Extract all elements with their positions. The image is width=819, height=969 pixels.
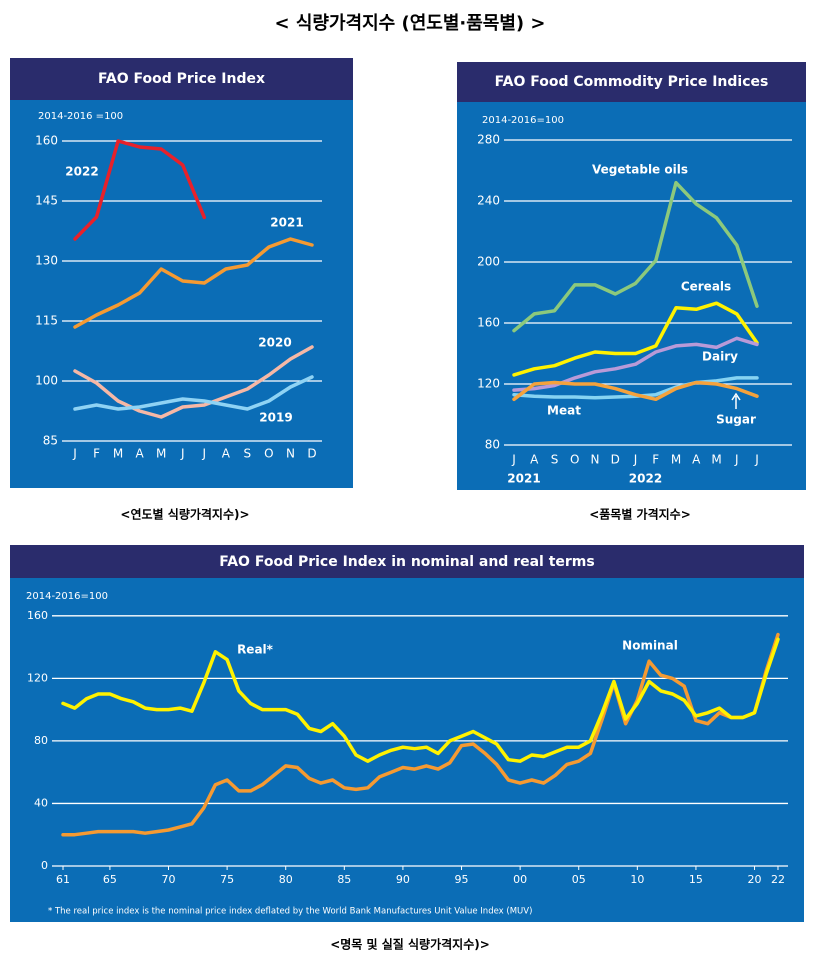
series-label: Meat (547, 404, 581, 418)
x-tick-label: M (156, 447, 166, 461)
series-label: 2022 (65, 165, 98, 179)
y-tick-label: 200 (477, 255, 500, 269)
series-line (512, 336, 759, 392)
x-tick-label: A (692, 453, 701, 467)
x-tick-label: 05 (572, 873, 586, 886)
caption: <명목 및 실질 식량가격지수)> (330, 937, 490, 952)
x-tick-label: J (180, 447, 185, 461)
x-tick-label: A (222, 447, 231, 461)
y-tick-label: 85 (43, 434, 58, 448)
x-tick-label: F (93, 447, 100, 461)
series-label: Cereals (681, 280, 731, 294)
panel (10, 58, 353, 488)
x-tick-label: F (652, 453, 659, 467)
x-tick-label: A (530, 453, 539, 467)
x-tick-label: 65 (103, 873, 117, 886)
x-tick-label: O (264, 447, 273, 461)
y-unit: 2014-2016=100 (482, 115, 564, 126)
panel-header (457, 62, 806, 102)
y-tick-label: 115 (35, 314, 58, 328)
x-tick-label: O (570, 453, 579, 467)
y-tick-label: 0 (41, 859, 48, 872)
series-line (61, 632, 780, 837)
chart-title: FAO Food Price Index (98, 71, 265, 87)
y-tick-label: 160 (27, 609, 48, 622)
caption: <품목별 가격지수> (589, 507, 691, 522)
x-tick-label: N (286, 447, 295, 461)
x-tick-label: J (511, 453, 516, 467)
series-line (512, 380, 759, 402)
panel-header (10, 545, 804, 578)
x-tick-label: M (711, 453, 721, 467)
x-tick-label: 61 (56, 873, 70, 886)
series-label: Vegetable oils (592, 163, 688, 177)
y-unit: 2014-2016 =100 (38, 111, 123, 122)
series-line (73, 139, 207, 241)
x-tick-label: 90 (396, 873, 410, 886)
footnote: * The real price index is the nominal pr… (48, 907, 532, 917)
y-tick-label: 40 (34, 796, 48, 809)
series-line (73, 345, 314, 419)
page-title: < 식량가격지수 (연도별·품목별) > (275, 13, 546, 34)
series-label: 2019 (259, 411, 292, 425)
x-tick-label: A (136, 447, 145, 461)
x-tick-label: S (551, 453, 559, 467)
x-tick-label: 80 (279, 873, 293, 886)
x-tick-label: D (611, 453, 620, 467)
x-tick-label: J (754, 453, 759, 467)
series-label: Dairy (702, 350, 738, 364)
year-label: 2021 (507, 472, 540, 486)
x-tick-label: 20 (748, 873, 762, 886)
y-tick-label: 145 (35, 194, 58, 208)
x-tick-label: M (113, 447, 123, 461)
x-tick-label: J (734, 453, 739, 467)
y-tick-label: 80 (34, 734, 48, 747)
x-tick-label: 15 (689, 873, 703, 886)
y-tick-label: 280 (477, 133, 500, 147)
panel (10, 545, 804, 922)
x-tick-label: M (671, 453, 681, 467)
y-tick-label: 100 (35, 374, 58, 388)
y-tick-label: 120 (477, 377, 500, 391)
series-line (73, 375, 314, 411)
y-unit: 2014-2016=100 (26, 591, 108, 602)
series-line (512, 301, 759, 377)
x-tick-label: 85 (337, 873, 351, 886)
series-label: Real* (237, 643, 274, 657)
x-tick-label: 10 (630, 873, 644, 886)
y-tick-label: 80 (485, 438, 500, 452)
series-label: 2021 (270, 216, 303, 230)
series-label: Nominal (622, 639, 678, 653)
year-label: 2022 (629, 472, 662, 486)
x-tick-label: S (244, 447, 252, 461)
panel-header (10, 58, 353, 100)
series-label: Sugar (716, 413, 756, 427)
y-tick-label: 130 (35, 254, 58, 268)
series-line (73, 237, 314, 329)
x-tick-label: J (72, 447, 77, 461)
chart-title: FAO Food Commodity Price Indices (495, 74, 769, 90)
x-tick-label: 75 (220, 873, 234, 886)
x-tick-label: 95 (455, 873, 469, 886)
x-tick-label: J (201, 447, 206, 461)
y-tick-label: 240 (477, 194, 500, 208)
series-line (512, 180, 759, 333)
y-tick-label: 160 (477, 316, 500, 330)
series-line (61, 637, 780, 763)
x-tick-label: 22 (771, 873, 785, 886)
y-tick-label: 120 (27, 671, 48, 684)
x-tick-label: N (591, 453, 600, 467)
arrow (731, 392, 741, 409)
y-tick-label: 160 (35, 134, 58, 148)
chart-title: FAO Food Price Index in nominal and real… (219, 554, 594, 570)
x-tick-label: D (307, 447, 316, 461)
x-tick-label: 00 (513, 873, 527, 886)
x-tick-label: J (633, 453, 638, 467)
series-label: 2020 (258, 336, 291, 350)
x-tick-label: 70 (162, 873, 176, 886)
caption: <연도별 식량가격지수)> (120, 507, 249, 522)
